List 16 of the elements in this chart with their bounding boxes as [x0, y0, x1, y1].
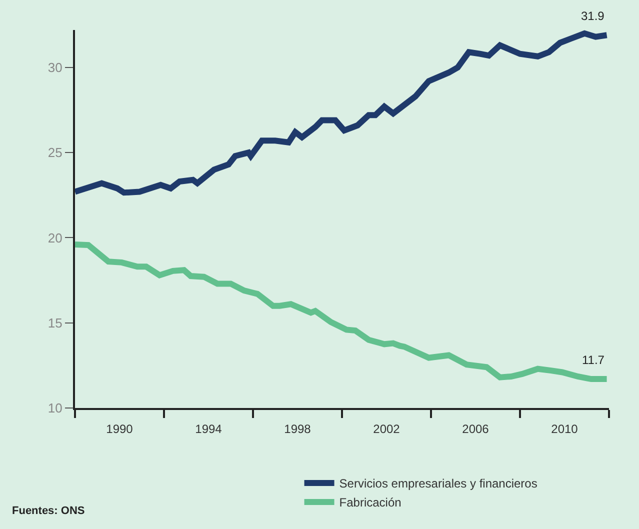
legend-label: Servicios empresariales y financieros: [339, 476, 538, 491]
annotation: 31.9: [581, 9, 605, 23]
y-tick-label: 10: [48, 400, 62, 416]
x-tick-label: 2010: [551, 422, 578, 436]
y-tick-label: 20: [48, 230, 62, 246]
x-tick-label: 1990: [106, 422, 134, 436]
x-tick-label: 2002: [373, 422, 400, 436]
legend-label: Fabricación: [339, 496, 402, 510]
x-tick-label: 2006: [462, 422, 490, 436]
source-note: Fuentes: ONS: [12, 505, 85, 517]
y-tick-label: 15: [48, 315, 62, 330]
annotation: 11.7: [582, 353, 605, 367]
x-tick-label: 1994: [195, 422, 222, 436]
x-tick-label: 1998: [284, 422, 312, 436]
y-tick-label: 30: [48, 60, 62, 76]
y-tick-label: 25: [48, 145, 62, 160]
